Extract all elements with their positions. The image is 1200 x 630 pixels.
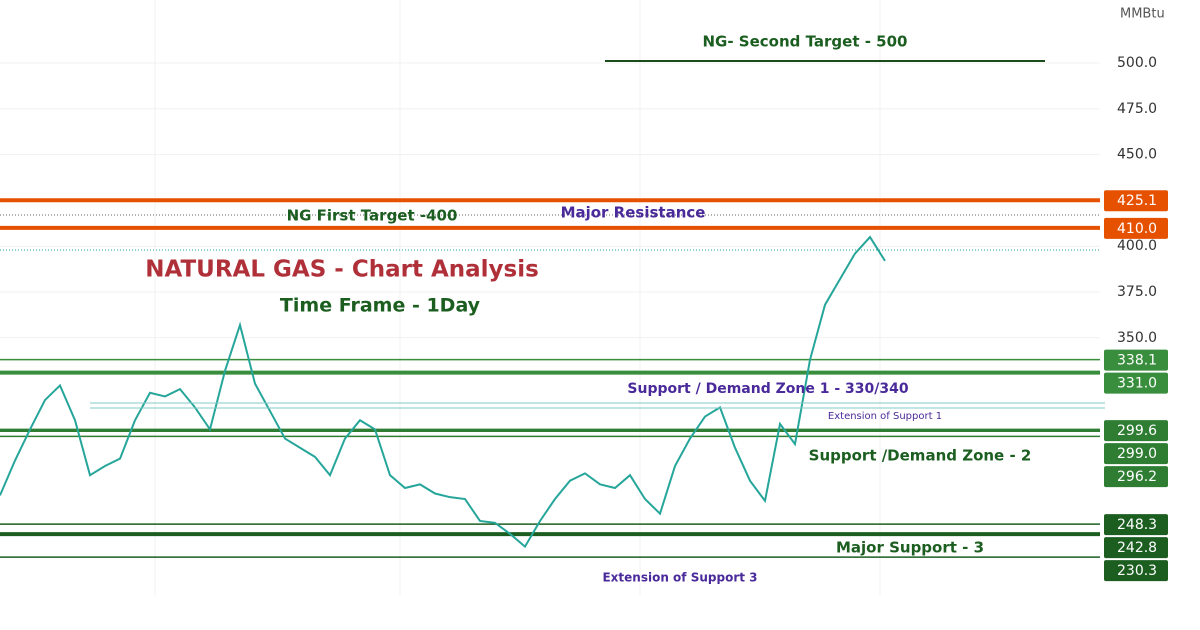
level-label: 299.0 (1117, 446, 1157, 462)
level-box (1104, 372, 1168, 394)
level-label: 242.8 (1117, 540, 1157, 556)
level-box (1104, 443, 1168, 465)
y-tick-label: 500.0 (1117, 55, 1157, 71)
chart-title: NATURAL GAS - Chart Analysis (145, 257, 539, 283)
level-box (1104, 560, 1168, 582)
level-label: 230.3 (1117, 563, 1157, 579)
annotations: NG- Second Target - 500 NG First Target … (0, 7, 1165, 585)
level-label: 248.3 (1117, 517, 1157, 533)
y-tick-label: 350.0 (1117, 330, 1157, 346)
level-box (1104, 514, 1168, 536)
level-label: 425.1 (1117, 193, 1157, 209)
level-box (1104, 420, 1168, 442)
y-tick-label: 400.0 (1117, 238, 1157, 254)
price-line (0, 235, 886, 549)
y-tick-label: 375.0 (1117, 284, 1157, 300)
y-tick-label: 475.0 (1117, 101, 1157, 117)
annotation: Extension of Support 1 (828, 411, 942, 422)
level-label: 299.6 (1117, 423, 1157, 439)
level-label: 331.0 (1117, 376, 1157, 392)
level-box (1104, 217, 1168, 239)
chart-subtitle: Time Frame - 1Day (280, 295, 481, 317)
y-tick-label: 450.0 (1117, 147, 1157, 163)
level-box (1104, 349, 1168, 371)
level-box (1104, 466, 1168, 488)
annotation: Extension of Support 3 (602, 571, 757, 585)
level-box (1104, 190, 1168, 212)
level-label: 338.1 (1117, 353, 1157, 369)
annotation: NG First Target -400 (287, 207, 458, 225)
level-label: 296.2 (1117, 469, 1157, 485)
level-label: 410.0 (1117, 221, 1157, 237)
annotation: NG- Second Target - 500 (702, 33, 907, 51)
annotation: Support /Demand Zone - 2 (809, 447, 1032, 465)
annotation: Major Support - 3 (836, 539, 984, 557)
level-box (1104, 537, 1168, 559)
annotation: Major Resistance (561, 204, 706, 222)
annotation: Support / Demand Zone 1 - 330/340 (627, 381, 908, 397)
y-axis-label: MMBtu (1120, 7, 1165, 22)
plot-area (0, 0, 1100, 595)
